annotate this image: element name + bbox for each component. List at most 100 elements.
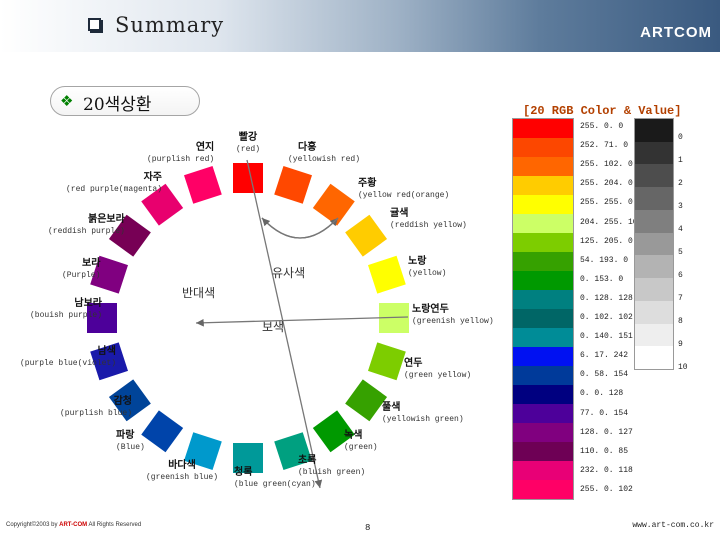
label-reddish-purple: 붉은보라 (reddish purple) xyxy=(48,215,125,236)
wheel-swatch xyxy=(183,432,222,471)
label-yellowish-red: 다홍 (yellowish red) xyxy=(288,143,361,164)
rgb-swatch xyxy=(513,480,573,499)
label-purplish-blue: 감청 (purplish blue) xyxy=(60,397,133,418)
brand-logo: ARTCOM xyxy=(640,24,712,41)
rgb-value: 0. 153. 0 xyxy=(580,274,624,284)
similar-color-arc-back xyxy=(261,217,339,239)
gray-number: 10 xyxy=(678,362,688,372)
website-url: www.art-com.co.kr xyxy=(632,521,714,530)
rgb-swatch xyxy=(513,328,573,347)
rgb-value: 0. 140. 151 xyxy=(580,332,633,342)
gray-number: 0 xyxy=(678,133,683,143)
gray-swatch xyxy=(635,164,673,188)
label-purple: 보라 (Purple) xyxy=(62,259,101,280)
gray-swatch xyxy=(635,255,673,279)
rgb-value: 54. 193. 0 xyxy=(580,255,629,265)
gray-number: 4 xyxy=(678,225,683,235)
rgb-value: 0. 128. 128 xyxy=(580,293,633,303)
rgb-value: 255. 102. 0 xyxy=(580,160,633,170)
rgb-swatch xyxy=(513,271,573,290)
gray-swatch xyxy=(635,323,673,347)
rgb-value: 0. 102. 102 xyxy=(580,313,633,322)
similar-color-label: 유사색 xyxy=(272,266,306,280)
rgb-value: 128. 0. 127 xyxy=(580,427,633,437)
gray-number: 1 xyxy=(678,156,683,166)
rgb-swatch xyxy=(513,423,573,442)
label-greenish-yellow: 노랑연두 (greenish yellow) xyxy=(412,305,494,326)
gray-number: 2 xyxy=(678,179,683,189)
complementary-color-label: 보색 xyxy=(262,320,285,334)
gray-number: 3 xyxy=(678,202,683,212)
gray-number: 5 xyxy=(678,248,683,257)
rgb-value: 110. 0. 85 xyxy=(580,446,629,456)
wheel-swatch xyxy=(367,255,406,294)
section-heading-text: 20색상환 xyxy=(83,95,152,115)
rgb-swatch xyxy=(513,214,573,233)
label-greenish-blue: 바다색 (greenish blue) xyxy=(146,461,219,482)
wheel-swatch xyxy=(108,379,151,422)
label-bluish-purple: 남보라 (bouish purple) xyxy=(30,299,103,320)
header-bar: Summary ARTCOM xyxy=(0,0,720,52)
wheel-swatch xyxy=(233,443,263,473)
rgb-value: 255. 255. 0 xyxy=(580,198,633,208)
rgb-swatch xyxy=(513,385,573,404)
rgb-swatch xyxy=(513,157,573,176)
rgb-value: 77. 0. 154 xyxy=(580,408,629,418)
wheel-swatch xyxy=(108,214,151,257)
wheel-swatch xyxy=(312,183,355,226)
rgb-value: 255. 0. 102 xyxy=(580,484,633,494)
label-yellow: 노랑 (yellow) xyxy=(408,257,447,278)
rgb-swatch xyxy=(513,176,573,195)
wheel-swatch xyxy=(90,342,129,381)
rgb-value: 0. 0. 128 xyxy=(580,389,624,399)
gray-number: 9 xyxy=(678,339,683,349)
label-green: 녹색 (green) xyxy=(344,431,378,452)
rgb-value: 125. 205. 0 xyxy=(580,236,633,246)
gray-swatch xyxy=(635,278,673,301)
wheel-swatch xyxy=(274,432,313,471)
wheel-swatch xyxy=(367,342,406,381)
diamond-bullet-icon: ❖ xyxy=(60,92,74,110)
rgb-value: 204. 255. 102 xyxy=(580,217,643,227)
rgb-swatch xyxy=(513,347,573,366)
copyright-text: Copyright©2003 by ART-COM All Rights Res… xyxy=(6,522,142,528)
rgb-value: 6. 17. 242 xyxy=(580,351,629,361)
rgb-value: 252. 71. 0 xyxy=(580,141,629,151)
wheel-swatch xyxy=(345,214,388,257)
label-red: 빨강 (red) xyxy=(236,133,261,154)
label-yellowish-green: 풀색 (yellowish green) xyxy=(382,403,464,424)
gray-swatch xyxy=(635,346,673,370)
wheel-swatch xyxy=(312,410,355,453)
gray-scale-column xyxy=(634,118,674,370)
rgb-swatch xyxy=(513,233,573,252)
label-reddish-yellow: 귤색 (reddish yellow) xyxy=(390,209,467,230)
label-cyan: 청록 (blue green(cyan) xyxy=(234,468,316,489)
label-purplish-red: 연지 (purplish red) xyxy=(147,143,215,164)
wheel-swatch xyxy=(141,183,184,226)
label-orange: 주황 (yellow red(orange) xyxy=(358,179,450,200)
complementary-color-arrow xyxy=(195,316,409,327)
label-bluish-green: 초록 (bluish green) xyxy=(298,456,366,477)
rgb-swatch xyxy=(513,119,573,138)
gray-swatch xyxy=(635,209,673,233)
checkbox-bullet-icon xyxy=(88,18,101,31)
rgb-swatch xyxy=(513,252,573,271)
rgb-swatch xyxy=(513,404,573,423)
rgb-swatch xyxy=(513,309,573,328)
wheel-swatch xyxy=(274,165,313,204)
wheel-swatch xyxy=(183,165,222,204)
rgb-swatch xyxy=(513,442,573,461)
opposite-color-arrow xyxy=(246,159,323,489)
rgb-swatch xyxy=(513,138,573,157)
opposite-color-label: 반대색 xyxy=(182,286,216,300)
gray-swatch xyxy=(635,141,673,165)
label-green-yellow: 연두 (green yellow) xyxy=(404,359,472,380)
gray-number: 8 xyxy=(678,316,683,326)
gray-swatch xyxy=(635,232,673,256)
rgb-swatch xyxy=(513,366,573,385)
gray-swatch xyxy=(635,187,673,210)
page-number: 8 xyxy=(365,523,371,533)
rgb-value: 232. 0. 118 xyxy=(580,465,633,475)
